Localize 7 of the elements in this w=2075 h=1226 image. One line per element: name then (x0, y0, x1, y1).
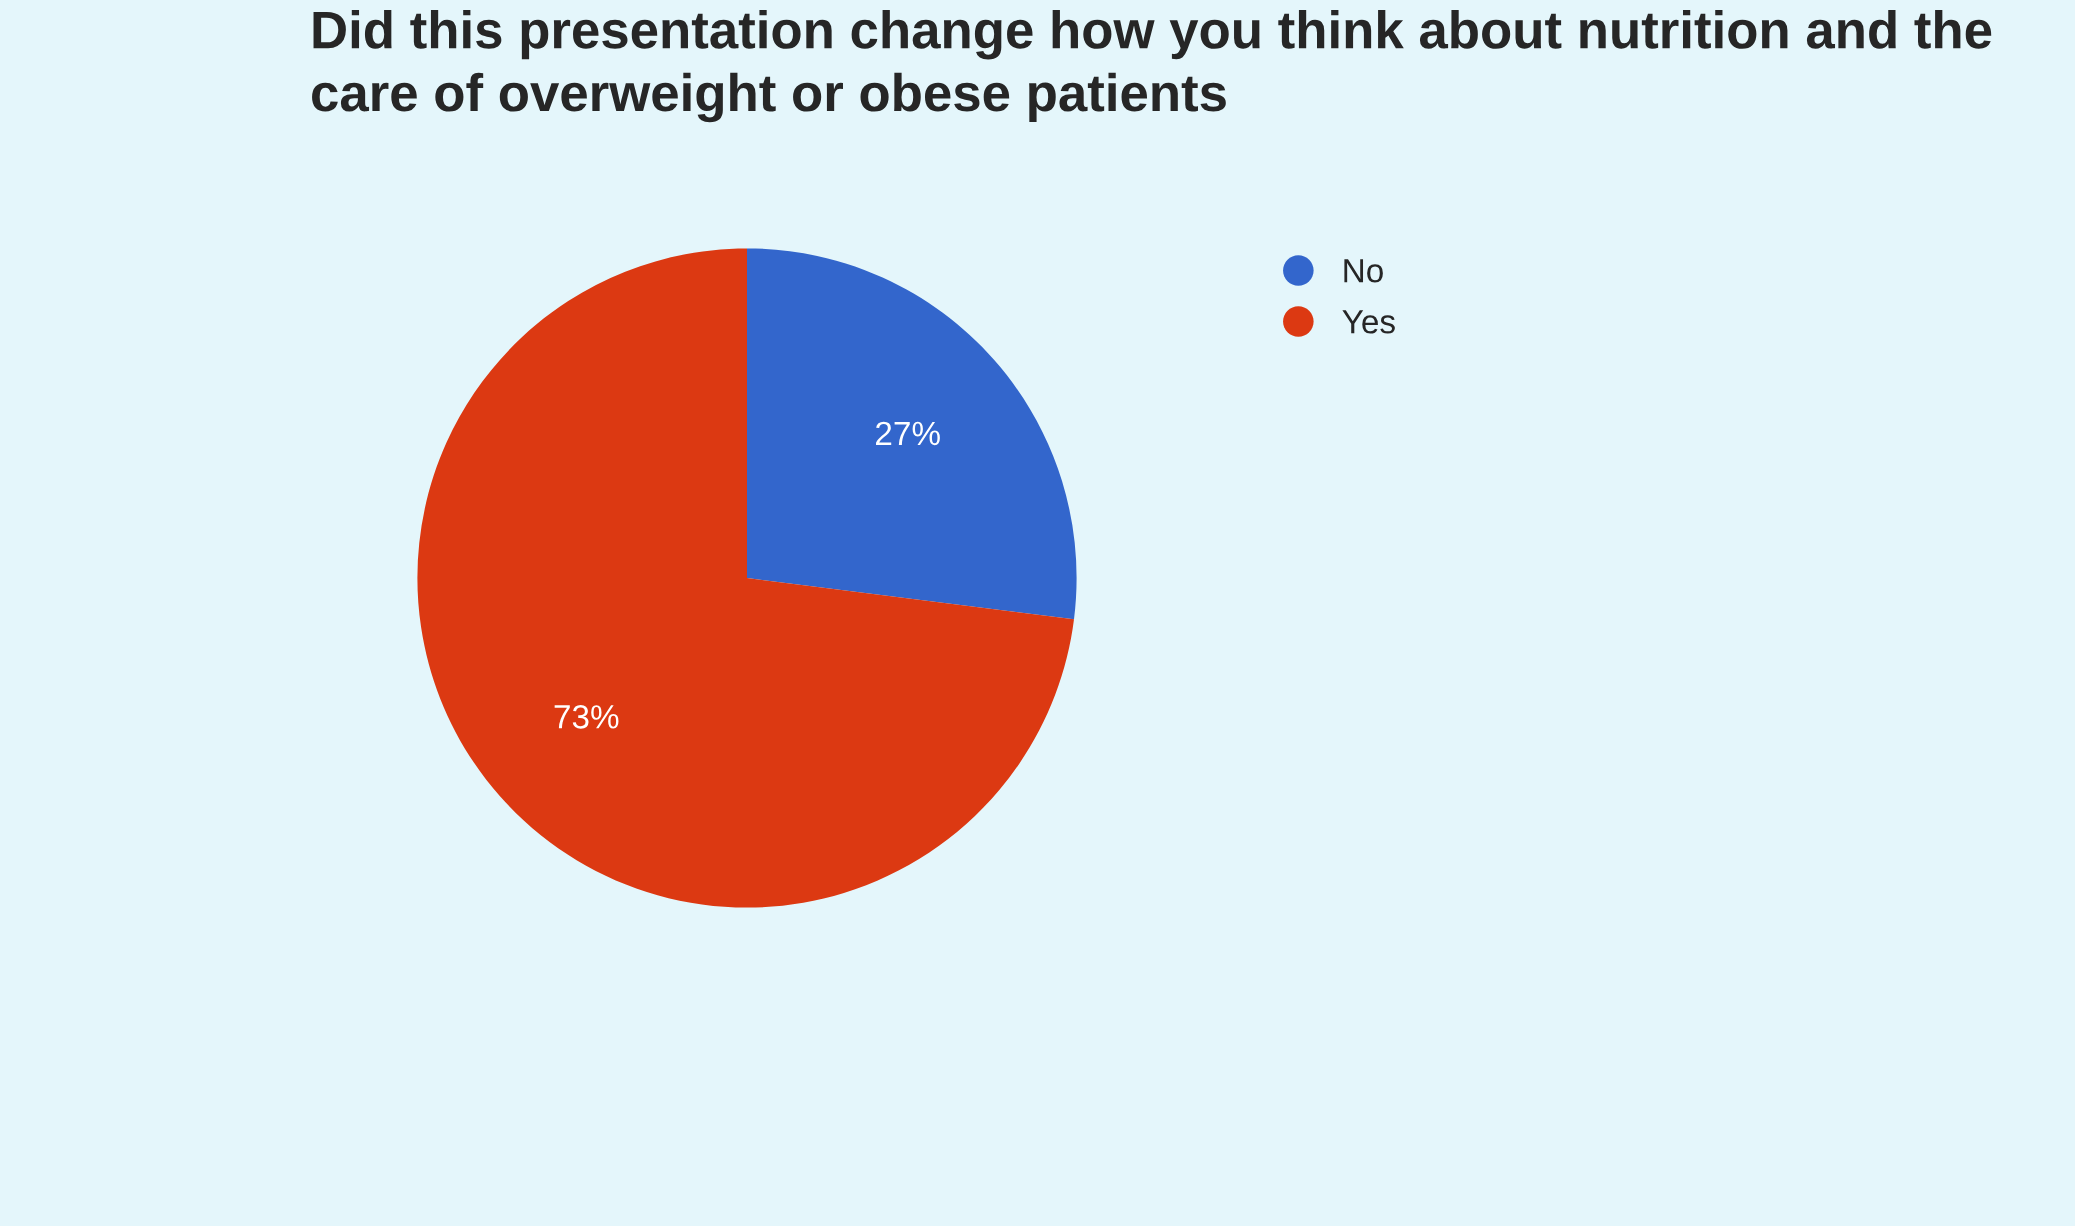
pie-slice (747, 248, 1077, 620)
chart-title: Did this presentation change how you think about nutrition and the care of overweight or obese patients (312, 10, 1992, 123)
data-label: 27% (876, 421, 940, 446)
pie-slice (417, 248, 1074, 908)
legend-label: No (1344, 259, 1383, 283)
legend-label: Yes (1342, 310, 1395, 334)
data-label: 73% (554, 705, 619, 729)
